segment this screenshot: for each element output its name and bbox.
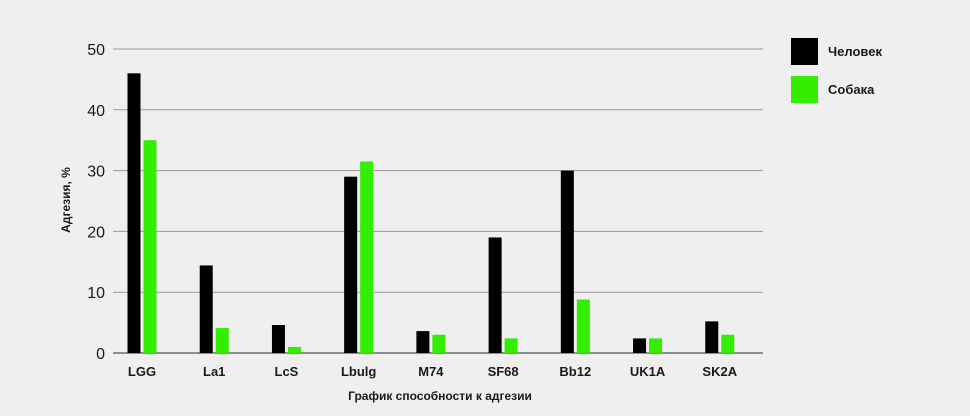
y-tick-0: 0 <box>96 346 105 363</box>
x-tick-M74: M74 <box>418 364 444 379</box>
y-tick-50: 50 <box>87 42 105 59</box>
bar-SF68-series-0 <box>488 237 502 353</box>
bar-SK2A-series-0 <box>705 321 719 353</box>
bar-LGG-series-0 <box>127 73 141 353</box>
bar-Bb12-series-0 <box>560 170 574 353</box>
bar-Lbulg-series-1 <box>360 161 374 353</box>
legend-swatch-1 <box>791 76 818 103</box>
bars <box>127 73 735 353</box>
bar-UK1A-series-1 <box>649 338 663 353</box>
x-tick-UK1A: UK1A <box>630 364 666 379</box>
y-tick-10: 10 <box>87 285 105 302</box>
y-tick-20: 20 <box>87 224 105 241</box>
x-tick-labels: LGG La1 LcS Lbulg M74 SF68 Bb12 UK1A SK2A <box>128 364 738 379</box>
bar-SK2A-series-1 <box>721 334 735 353</box>
y-axis-label: Адгезия, % <box>59 167 73 233</box>
x-tick-LcS: LcS <box>275 364 299 379</box>
bar-LcS-series-1 <box>287 346 301 353</box>
x-tick-Bb12: Bb12 <box>559 364 591 379</box>
bar-Bb12-series-1 <box>576 299 590 353</box>
x-tick-SK2A: SK2A <box>702 364 737 379</box>
y-tick-40: 40 <box>87 103 105 120</box>
x-tick-La1: La1 <box>203 364 225 379</box>
bar-Lbulg-series-0 <box>344 176 358 353</box>
bar-M74-series-1 <box>432 334 446 353</box>
x-axis-label: График способности к адгезии <box>348 389 532 403</box>
y-tick-labels: 0 10 20 30 40 50 <box>87 42 105 363</box>
x-tick-LGG: LGG <box>128 364 156 379</box>
bar-LGG-series-1 <box>143 140 157 353</box>
legend-swatch-0 <box>791 38 818 65</box>
bar-La1-series-0 <box>199 265 213 353</box>
bar-UK1A-series-0 <box>633 338 647 353</box>
y-tick-30: 30 <box>87 164 105 181</box>
legend-label-0: Человек <box>828 44 882 59</box>
x-tick-Lbulg: Lbulg <box>341 364 376 379</box>
bar-SF68-series-1 <box>504 338 518 353</box>
x-tick-SF68: SF68 <box>488 364 519 379</box>
bar-LcS-series-0 <box>271 325 285 353</box>
legend: Человек Собака <box>791 38 882 103</box>
bar-M74-series-0 <box>416 331 430 353</box>
legend-label-1: Собака <box>828 82 875 97</box>
bar-La1-series-1 <box>215 328 229 353</box>
